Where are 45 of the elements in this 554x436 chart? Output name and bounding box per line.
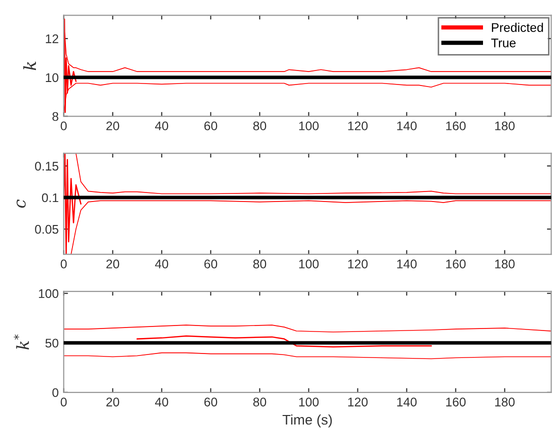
y-tick-label: 8 — [52, 112, 58, 121]
x-axis-title: Time (s) — [282, 414, 332, 428]
x-tick-label: 140 — [397, 121, 417, 130]
x-tick-label: 120 — [348, 260, 368, 268]
y-axis-title: c — [16, 199, 26, 208]
x-tick-label: 100 — [299, 398, 319, 406]
x-tick-label: 80 — [253, 121, 266, 130]
x-tick-label: 80 — [253, 398, 266, 406]
x-tick-label: 60 — [204, 398, 218, 406]
x-tick-label: 20 — [106, 260, 120, 268]
x-tick-label: 60 — [204, 260, 218, 268]
y-tick-label: 50 — [45, 338, 58, 348]
x-tick-label: 180 — [495, 398, 515, 406]
y-tick-label: 12 — [46, 34, 58, 44]
x-tick-label: 0 — [60, 260, 67, 268]
x-tick-label: 120 — [348, 121, 368, 130]
x-tick-label: 160 — [446, 260, 466, 268]
y-tick-label: 10 — [46, 73, 58, 82]
x-tick-label: 40 — [155, 260, 168, 268]
x-tick-label: 140 — [397, 398, 417, 406]
x-tick-label: 20 — [106, 398, 120, 406]
y-tick-label: 0.15 — [35, 162, 58, 171]
x-tick-label: 180 — [495, 260, 515, 268]
x-tick-label: 80 — [253, 260, 266, 268]
x-tick-label: 180 — [495, 121, 515, 130]
y-axis-title: k$^{*}$ — [14, 334, 29, 350]
y-axis-title: k — [23, 62, 36, 70]
y-tick-label: 0 — [52, 388, 58, 398]
x-tick-label: 140 — [397, 260, 417, 268]
x-tick-label: 20 — [106, 121, 120, 130]
x-tick-label: 0 — [60, 398, 67, 406]
legend-label: Predicted — [492, 22, 543, 32]
x-tick-label: 100 — [299, 260, 319, 268]
x-tick-label: 160 — [446, 121, 466, 130]
x-tick-label: 160 — [446, 398, 466, 406]
x-tick-label: 40 — [155, 121, 168, 130]
y-tick-label: 100 — [38, 289, 58, 298]
x-tick-label: 40 — [155, 398, 168, 406]
x-tick-label: 60 — [204, 121, 218, 130]
x-tick-label: 0 — [60, 121, 67, 130]
x-tick-label: 120 — [348, 398, 368, 406]
legend-label: True — [491, 38, 516, 48]
y-tick-label: 0.05 — [35, 224, 58, 234]
y-tick-label: 0.1 — [42, 193, 58, 202]
x-tick-label: 100 — [299, 121, 319, 130]
